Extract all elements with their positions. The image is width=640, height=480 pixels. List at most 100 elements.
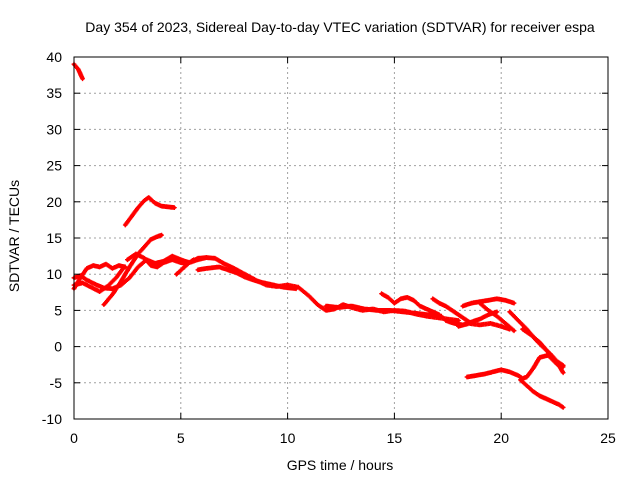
data-point	[125, 258, 129, 262]
x-axis-label: GPS time / hours	[287, 457, 394, 473]
data-series-track-18	[518, 377, 566, 410]
data-point	[159, 233, 164, 237]
data-point	[516, 318, 520, 323]
data-point	[130, 214, 134, 218]
data-point	[196, 258, 200, 262]
data-point	[181, 266, 185, 271]
data-point	[508, 310, 512, 314]
data-point	[478, 301, 482, 305]
data-point	[550, 400, 555, 404]
data-point	[117, 263, 121, 268]
data-point	[478, 323, 482, 327]
data-point	[379, 292, 384, 296]
data-point	[147, 195, 151, 200]
data-point	[531, 366, 535, 370]
data-point	[444, 318, 448, 323]
data-point	[281, 285, 285, 289]
data-point	[538, 340, 542, 344]
axis-ticks: 0 5 10 15 20 25 -10 -5 0 5 10 15 20 25 30 35 40	[42, 49, 616, 446]
data-series-track-16	[477, 300, 517, 334]
data-point	[525, 384, 529, 388]
data-point	[243, 275, 247, 279]
data-point	[386, 295, 390, 299]
data-point	[561, 405, 565, 410]
data-point	[91, 263, 95, 268]
data-point	[538, 355, 542, 360]
data-point	[85, 266, 89, 271]
plot-data	[71, 61, 566, 410]
y-tick-label: 35	[46, 85, 62, 101]
data-series-track-10	[323, 303, 444, 319]
data-point	[170, 258, 174, 262]
data-point	[538, 394, 542, 398]
data-point	[375, 308, 379, 312]
data-point	[127, 276, 132, 280]
y-tick-label: 20	[46, 194, 62, 210]
x-tick-label: 15	[387, 430, 403, 446]
data-point	[121, 266, 125, 271]
data-point	[550, 356, 555, 360]
data-point	[392, 301, 396, 305]
data-point	[153, 201, 157, 205]
data-point	[85, 278, 89, 282]
y-tick-label: 15	[46, 230, 62, 246]
data-point	[155, 265, 159, 269]
data-point	[450, 308, 454, 312]
data-point	[456, 313, 461, 317]
y-tick-label: 0	[54, 339, 62, 355]
data-series-track-14	[460, 296, 517, 309]
data-point	[324, 308, 328, 312]
y-tick-label: 10	[46, 266, 62, 282]
data-point	[414, 311, 418, 315]
data-point	[196, 268, 200, 272]
data-point	[482, 372, 486, 376]
data-point	[456, 324, 461, 328]
data-point	[486, 313, 490, 317]
x-tick-label: 10	[280, 430, 296, 446]
data-point	[204, 266, 209, 271]
data-point	[557, 402, 561, 407]
data-point	[388, 308, 392, 312]
y-tick-label: 5	[54, 302, 62, 318]
data-point	[104, 262, 108, 266]
data-point	[307, 294, 311, 298]
data-series-track-9	[195, 264, 299, 292]
data-point	[149, 237, 153, 242]
data-point	[465, 375, 469, 379]
data-point	[503, 298, 508, 302]
data-point	[187, 261, 191, 265]
data-point	[418, 304, 422, 308]
data-point	[123, 223, 127, 227]
data-point	[456, 318, 461, 323]
data-point	[110, 292, 115, 297]
data-point	[256, 279, 260, 284]
data-point	[174, 272, 179, 276]
x-tick-label: 20	[493, 430, 509, 446]
data-point	[93, 282, 97, 286]
data-point	[102, 303, 106, 307]
data-point	[495, 297, 499, 301]
data-point	[463, 317, 467, 321]
data-point	[491, 370, 495, 374]
data-point	[399, 297, 403, 301]
data-point	[478, 317, 482, 321]
data-point	[512, 329, 516, 333]
data-point	[503, 321, 508, 326]
data-point	[512, 301, 516, 305]
data-point	[102, 286, 106, 290]
data-point	[166, 205, 170, 209]
data-point	[437, 313, 441, 317]
y-tick-label: -10	[42, 411, 62, 427]
data-point	[98, 289, 102, 294]
data-point	[431, 297, 435, 301]
data-point	[520, 327, 525, 331]
data-series-track-20	[520, 326, 566, 376]
data-point	[127, 265, 132, 269]
data-point	[213, 256, 217, 260]
data-point	[424, 307, 429, 311]
data-point	[134, 252, 138, 256]
y-tick-label: 40	[46, 49, 62, 65]
y-tick-label: -5	[50, 375, 63, 391]
